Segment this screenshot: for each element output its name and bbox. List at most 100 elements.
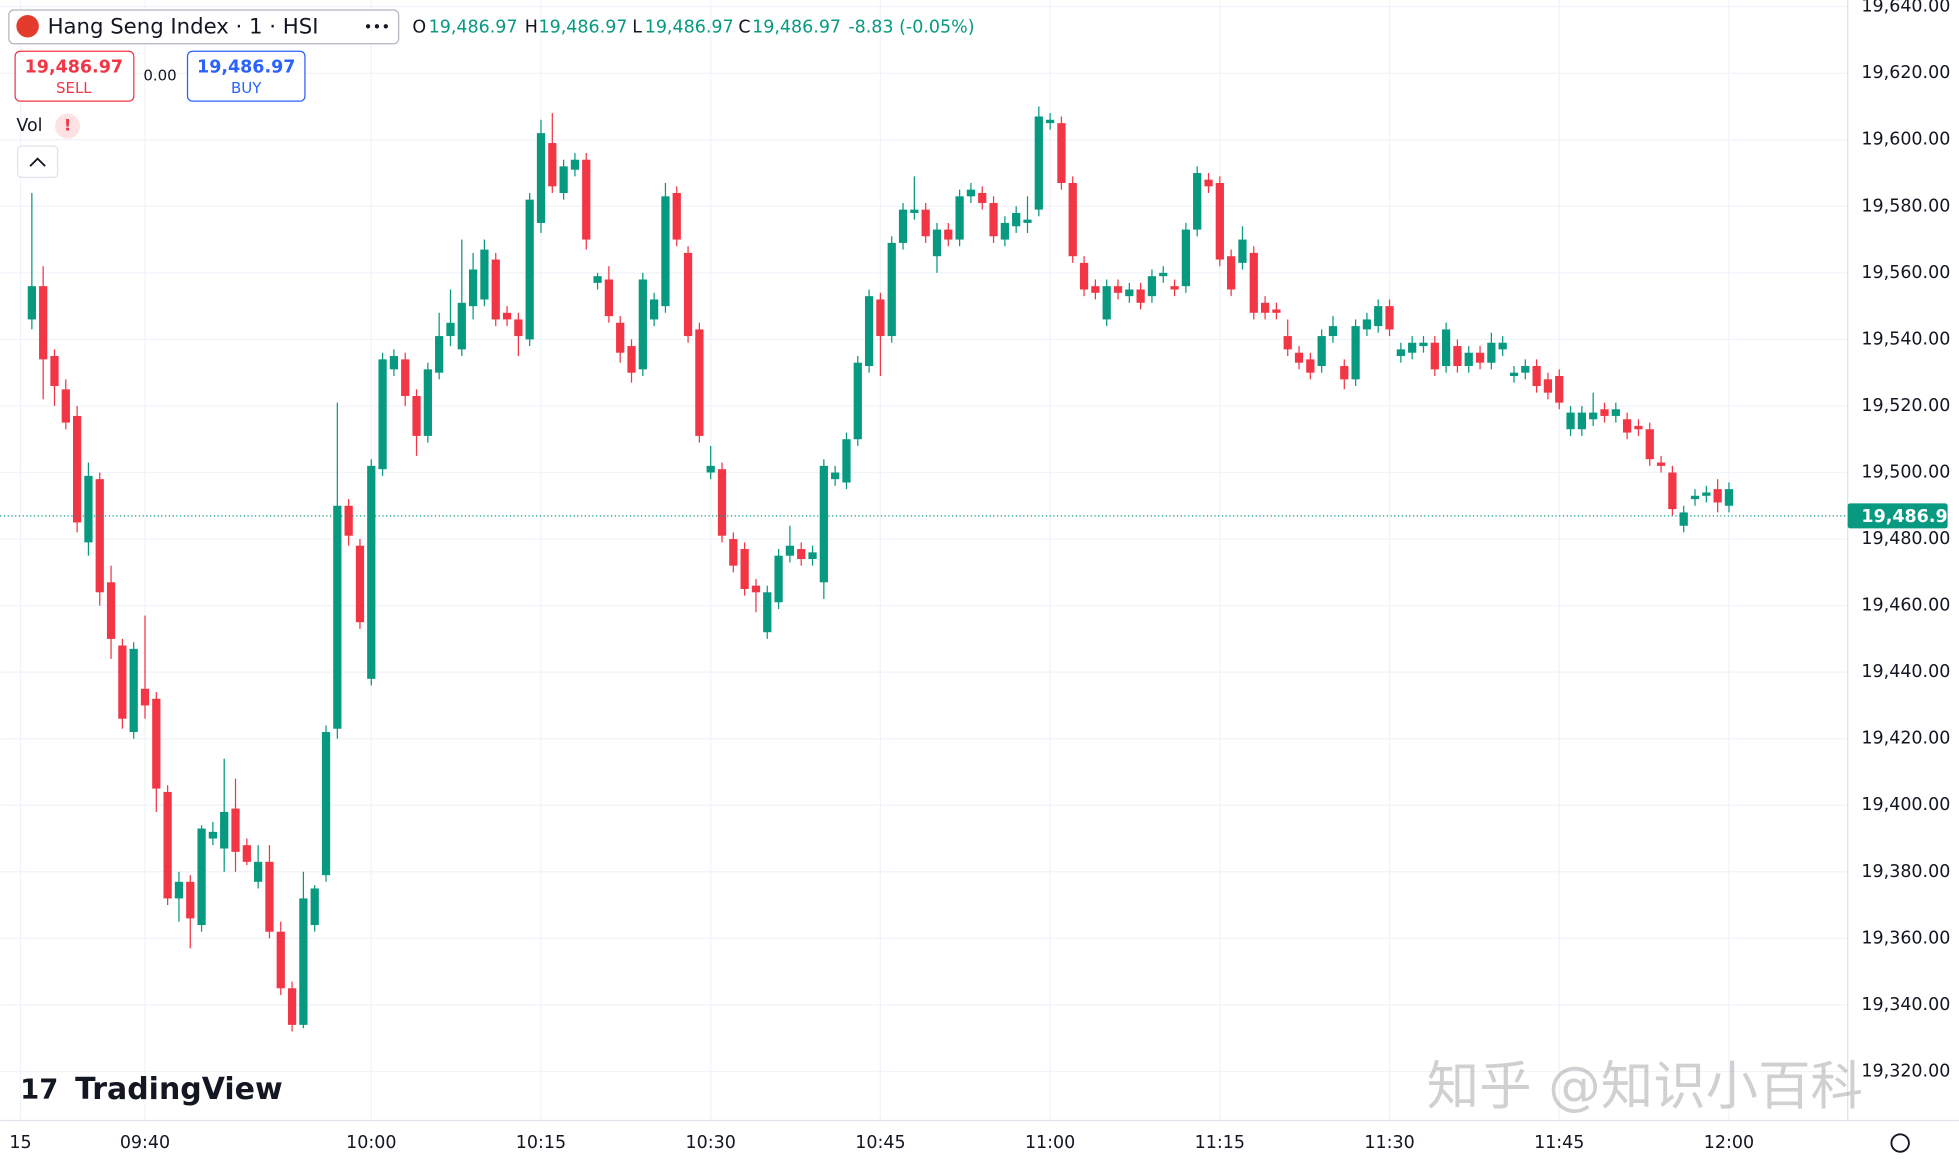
y-tick-label: 19,540.00 — [1861, 329, 1950, 349]
candle-body — [1091, 286, 1100, 293]
candle-body — [548, 143, 557, 187]
candle-body — [231, 808, 240, 852]
c-value: 19,486.97 — [752, 17, 841, 37]
candle-body — [378, 359, 387, 470]
candle-body — [1000, 222, 1009, 240]
candle-body — [220, 811, 229, 849]
candle-body — [1227, 256, 1236, 290]
y-tick-label: 19,560.00 — [1861, 263, 1950, 283]
x-tick-label: 11:00 — [1025, 1133, 1075, 1153]
y-tick-label: 19,400.00 — [1861, 795, 1950, 815]
candle-body — [1441, 329, 1451, 367]
candle-body — [536, 133, 546, 223]
candle-body — [1068, 183, 1077, 257]
warning-icon[interactable] — [55, 113, 81, 139]
candle-body — [1249, 252, 1258, 313]
candle-body — [1532, 366, 1541, 386]
candle-body — [355, 545, 365, 623]
candle-body — [853, 362, 862, 440]
candle-body — [1057, 123, 1066, 184]
candle-body — [1577, 412, 1586, 430]
candle-body — [559, 166, 568, 193]
candle-body — [1566, 412, 1575, 430]
candle-body — [966, 189, 976, 197]
y-tick-label: 19,520.00 — [1861, 396, 1950, 416]
candle-body — [978, 192, 987, 203]
candle-body — [887, 242, 896, 337]
candle-body — [242, 845, 251, 862]
more-icon[interactable]: ••• — [364, 18, 391, 36]
candle-body — [876, 299, 885, 337]
candle-body — [140, 688, 150, 706]
y-tick-label: 19,480.00 — [1861, 529, 1950, 549]
candle-body — [401, 359, 410, 396]
candle-body — [1113, 286, 1123, 293]
x-tick-label: 15 — [9, 1133, 31, 1153]
candle-body — [1306, 359, 1315, 373]
candle-body — [921, 209, 930, 237]
candle-body — [480, 249, 489, 300]
buy-button[interactable] — [186, 50, 306, 102]
candle-body — [604, 279, 613, 317]
candle-body — [435, 336, 444, 373]
candle-body — [265, 861, 274, 932]
collapse-icon — [29, 157, 46, 167]
candle-body — [423, 369, 432, 436]
candle-body — [1656, 462, 1666, 466]
candle-body — [1430, 342, 1439, 370]
candle-body — [706, 465, 715, 473]
x-tick-label: 10:00 — [346, 1133, 396, 1153]
symbol-title: Hang Seng Index · 1 · HSI — [48, 14, 319, 39]
candle-body — [910, 209, 919, 213]
l-label: L — [632, 17, 642, 37]
candle-body — [514, 319, 523, 337]
last-price-badge — [1847, 503, 1948, 529]
candle-body — [344, 505, 353, 536]
c-label: C — [738, 17, 750, 37]
candle-body — [1498, 342, 1507, 350]
candle-body — [310, 888, 319, 926]
candle-body — [955, 196, 964, 240]
sell-label: SELL — [56, 79, 92, 97]
candle-body — [1713, 489, 1722, 503]
settings-icon[interactable] — [1890, 1133, 1910, 1153]
candle-body — [989, 202, 998, 237]
candle-body — [1645, 429, 1654, 460]
logo-mark: 17 — [20, 1074, 58, 1106]
candle-body — [1374, 306, 1383, 327]
symbol-box[interactable] — [8, 9, 400, 45]
candles — [27, 106, 1734, 1032]
candle-body — [808, 552, 817, 560]
x-tick-label: 12:00 — [1704, 1133, 1754, 1153]
sell-button[interactable] — [14, 50, 135, 102]
candle-body — [751, 585, 761, 593]
candle-body — [864, 296, 874, 367]
volume-label: Vol — [16, 116, 42, 136]
candle-body — [1668, 472, 1677, 510]
candle-body — [174, 881, 184, 899]
change: -8.83 (-0.05%) — [848, 17, 974, 37]
x-tick-label: 11:15 — [1195, 1133, 1245, 1153]
logo: TradingView — [75, 1072, 283, 1107]
candle-body — [61, 389, 70, 423]
symbol-icon — [16, 14, 39, 38]
candle-body — [1012, 212, 1021, 227]
candle-body — [570, 159, 580, 170]
candle-body — [84, 475, 93, 543]
buy-label: BUY — [231, 79, 262, 97]
o-value: 19,486.97 — [429, 17, 518, 37]
candle-body — [1283, 336, 1292, 350]
candle-body — [944, 229, 953, 240]
candle-body — [129, 648, 138, 733]
buy-price: 19,486.97 — [197, 57, 295, 77]
collapse-button[interactable] — [16, 145, 59, 179]
o-label: O — [412, 17, 426, 37]
candle-body — [582, 159, 591, 240]
candle-body — [1294, 352, 1304, 363]
x-tick-label: 10:45 — [855, 1133, 905, 1153]
candle-body — [1419, 342, 1428, 347]
y-tick-label: 19,620.00 — [1861, 63, 1950, 83]
candle-body — [785, 545, 795, 556]
